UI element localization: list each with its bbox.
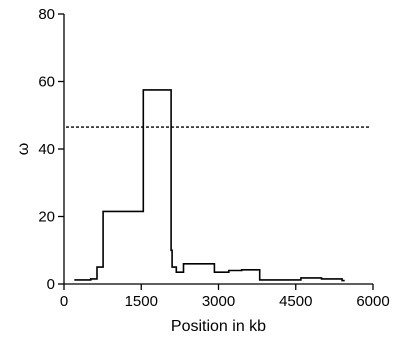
y-tick-label: 40 [38, 141, 55, 158]
x-tick-label: 6000 [356, 293, 389, 310]
y-tick-label: 20 [38, 209, 55, 226]
y-tick-label: 80 [38, 6, 55, 23]
x-tick-label: 4500 [279, 293, 312, 310]
omega-step-line [74, 89, 345, 282]
x-axis-title: Position in kb [171, 318, 266, 335]
x-tick-label: 1500 [125, 293, 158, 310]
x-tick-label: 3000 [202, 293, 235, 310]
y-tick-label: 60 [38, 74, 55, 91]
y-axis-ticks: 0 20 40 60 80 [38, 6, 64, 293]
x-axis-ticks: 0 1500 3000 4500 6000 [60, 284, 390, 310]
plot-area: 0 20 40 60 80 0 1500 3000 4500 6000 [38, 6, 389, 310]
y-tick-label: 0 [47, 276, 55, 293]
y-axis-title: ω [15, 143, 32, 156]
x-tick-label: 0 [60, 293, 68, 310]
